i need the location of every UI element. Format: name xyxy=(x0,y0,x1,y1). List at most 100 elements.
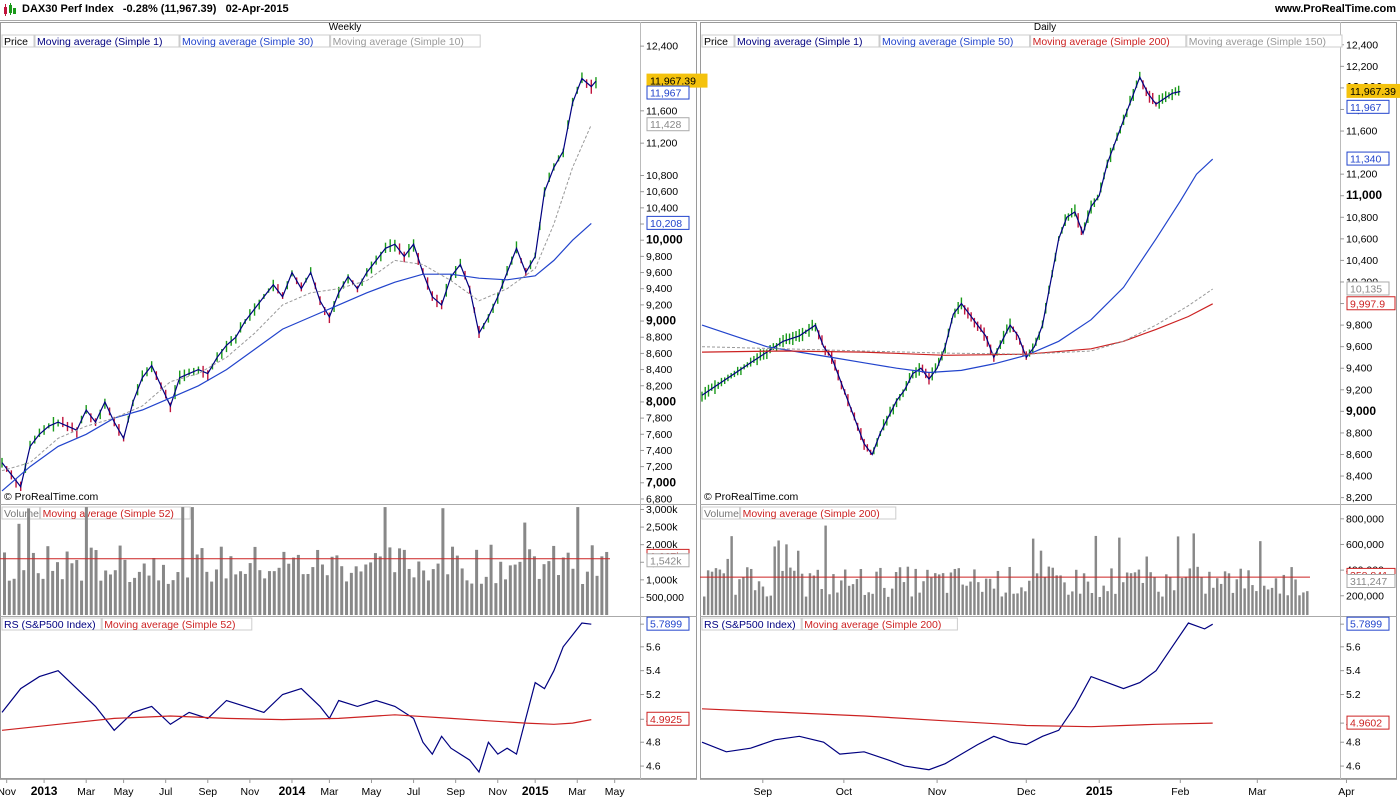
weekly-volume-volume-bar xyxy=(89,547,93,615)
weekly-xtick-label: 2014 xyxy=(279,784,306,798)
weekly-volume-volume-bar xyxy=(436,563,440,615)
daily-price-value-tag xyxy=(1346,99,1390,114)
weekly-price-ytick-label: 9,800 xyxy=(646,251,672,263)
daily-volume-volume-bar xyxy=(1016,593,1019,615)
daily-volume-volume-bar xyxy=(1251,585,1254,615)
weekly-xtick-label: 2015 xyxy=(522,784,549,798)
weekly-volume-volume-bar xyxy=(590,545,594,615)
weekly-xtick-label: Sep xyxy=(198,786,217,798)
daily-volume-volume-bar xyxy=(824,525,827,615)
daily-volume-volume-bar xyxy=(945,592,949,615)
weekly-price-legend-item: Moving average (Simple 10) xyxy=(333,36,464,48)
daily-volume-ytick-label: 200,000 xyxy=(1346,590,1384,602)
daily-volume-volume-bar xyxy=(1184,576,1188,615)
weekly-volume-volume-bar xyxy=(296,554,300,615)
daily-volume-volume-bar xyxy=(1192,533,1195,615)
weekly-volume-volume-bar xyxy=(335,555,339,615)
daily-volume-value-tag-label: 311,247 xyxy=(1350,576,1387,588)
weekly-volume-volume-bar xyxy=(441,508,445,615)
daily-volume-volume-bar xyxy=(1172,590,1176,615)
weekly-rs-value-tag xyxy=(646,711,690,726)
daily-volume-value-tag xyxy=(1346,573,1396,588)
weekly-price-ytick-label: 11,600 xyxy=(646,105,677,117)
daily-volume-volume-bar xyxy=(1294,579,1297,615)
daily-volume-volume-bar xyxy=(894,572,898,615)
weekly-price-ytick-label: 9,600 xyxy=(646,267,672,279)
daily-volume-volume-bar xyxy=(840,580,843,615)
weekly-price-timeframe-label: Weekly xyxy=(329,22,362,33)
daily-rs-legend-item: RS (S&P500 Index) xyxy=(704,619,796,631)
daily-volume-volume-bar xyxy=(887,596,890,615)
daily-volume-volume-bar xyxy=(753,590,757,615)
daily-volume-volume-bar xyxy=(1059,575,1062,615)
daily-volume-volume-bar xyxy=(973,569,976,615)
weekly-price-ytick-label: 8,800 xyxy=(646,332,672,344)
weekly-volume-value-tag-label: 1,542k xyxy=(650,555,682,567)
weekly-price-legend-item: Price xyxy=(4,36,28,48)
weekly-volume-volume-bar xyxy=(31,552,35,615)
daily-price-legend-box xyxy=(1186,34,1343,48)
daily-volume-volume-bar xyxy=(1086,581,1090,615)
daily-volume-volume-bar xyxy=(1169,577,1172,615)
weekly-xtick-label: Nov xyxy=(488,786,507,798)
weekly-volume-volume-bar xyxy=(166,583,170,615)
weekly-xtick-label: May xyxy=(605,786,626,798)
daily-volume-volume-bar xyxy=(1133,572,1137,615)
weekly-volume-volume-bar xyxy=(210,581,214,615)
weekly-volume-panel: 500,0001,000k1,500k2,000k2,500k3,000kVol… xyxy=(0,494,697,617)
daily-volume-volume-bar xyxy=(883,587,886,615)
daily-price-value-tag-label: 10,135 xyxy=(1350,283,1382,295)
daily-price-ytick-label: 10,400 xyxy=(1346,255,1378,267)
weekly-volume-volume-bar xyxy=(195,554,199,615)
weekly-volume-volume-bar xyxy=(181,507,185,615)
daily-volume-volume-bar xyxy=(789,567,792,615)
weekly-volume-volume-bar xyxy=(36,573,40,615)
weekly-price-value-tag-label: 11,967 xyxy=(650,88,681,100)
weekly-volume-volume-bar xyxy=(99,580,103,615)
daily-volume-volume-bar xyxy=(761,586,765,615)
daily-volume-volume-bar xyxy=(926,569,929,615)
weekly-price-ytick-label: 8,600 xyxy=(646,348,672,360)
daily-volume-volume-bar xyxy=(984,578,988,615)
weekly-volume-volume-bar xyxy=(176,572,180,615)
weekly-price-ytick-label: 6,800 xyxy=(646,493,672,505)
weekly-volume-volume-bar xyxy=(552,545,556,615)
weekly-volume-volume-bar xyxy=(200,548,204,615)
daily-rs-legend-item: Moving average (Simple 200) xyxy=(804,619,941,631)
daily-volume-volume-bar xyxy=(1165,574,1168,615)
daily-volume-volume-bar xyxy=(1219,583,1223,615)
daily-rs-legend-box xyxy=(801,617,958,631)
daily-rs-value-tag-label: 4.9602 xyxy=(1350,718,1382,730)
daily-volume-volume-bar xyxy=(1125,572,1129,615)
weekly-volume-volume-bar xyxy=(465,580,469,615)
daily-volume-volume-bar xyxy=(1282,574,1286,615)
daily-rs-panel: 4.6 4.8 4.9602 5.2 5.4 5.6 5.7899 RS (S&P500 In… xyxy=(700,605,1397,780)
daily-volume-volume-bar xyxy=(777,540,780,615)
daily-volume-volume-bar xyxy=(1227,573,1231,615)
weekly-volume-volume-bar xyxy=(267,571,271,615)
daily-volume-volume-bar xyxy=(749,568,753,615)
daily-volume-volume-bar xyxy=(1266,589,1270,615)
daily-price-legend-item: Moving average (Simple 1) xyxy=(737,36,862,48)
weekly-volume-volume-bar xyxy=(557,575,561,615)
weekly-price-value-tag-label: 10,208 xyxy=(650,218,682,230)
daily-volume-ytick-label: 600,000 xyxy=(1346,539,1384,551)
daily-volume-volume-bar xyxy=(1200,576,1203,615)
weekly-volume-volume-bar xyxy=(330,556,334,615)
weekly-rs-ytick-label: 4.8 xyxy=(646,737,661,749)
weekly-volume-volume-bar xyxy=(369,562,373,615)
daily-volume-volume-bar xyxy=(1063,582,1066,615)
daily-volume-volume-bar xyxy=(1043,576,1047,615)
weekly-volume-volume-bar xyxy=(186,577,190,615)
weekly-volume-volume-bar xyxy=(161,564,165,615)
daily-volume-volume-bar xyxy=(992,588,996,615)
weekly-xtick-label: 2013 xyxy=(31,784,58,798)
daily-volume-volume-bar xyxy=(941,573,945,615)
daily-volume-volume-bar xyxy=(863,594,867,615)
daily-price-ytick-label: 9,400 xyxy=(1346,363,1372,375)
daily-price-ytick-label: 10,800 xyxy=(1346,212,1378,224)
daily-xtick-label: Dec xyxy=(1017,786,1036,798)
weekly-price-legend-box xyxy=(1,34,35,48)
website-link[interactable]: www.ProRealTime.com xyxy=(1274,3,1396,15)
daily-volume-volume-bar xyxy=(1263,585,1266,615)
